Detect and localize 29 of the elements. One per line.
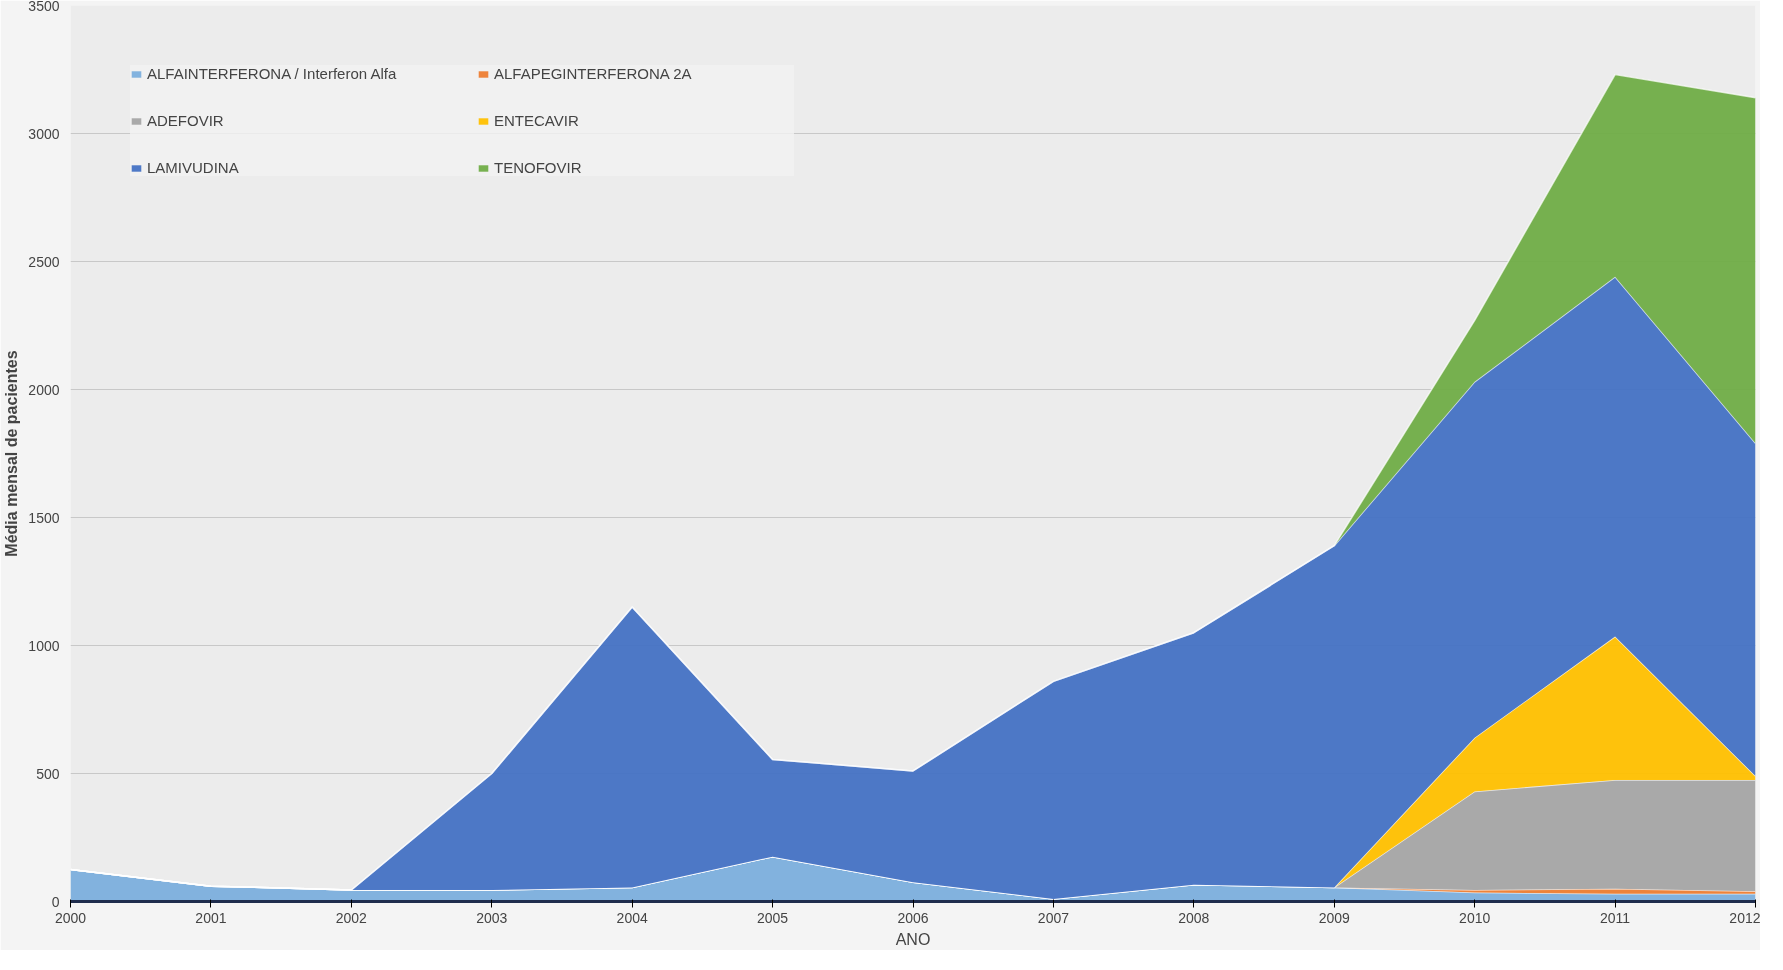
x-tick-label: 2010 (1459, 909, 1491, 926)
y-tick-label: 1000 (28, 637, 60, 654)
legend-label: ALFAINTERFERONA / Interferon Alfa (147, 65, 398, 82)
x-tick-label: 2001 (195, 909, 227, 926)
y-tick-label: 3500 (28, 0, 60, 14)
y-axis-title: Média mensal de pacientes (3, 350, 21, 557)
legend-label: ADEFOVIR (147, 112, 225, 129)
x-tick-label: 2007 (1037, 909, 1070, 926)
x-axis-title: ANO (895, 930, 931, 948)
y-tick-label: 1500 (28, 509, 60, 526)
x-tick-label: 2011 (1600, 909, 1631, 926)
y-tick-label: 500 (36, 765, 60, 782)
x-tick-label: 2012 (1729, 909, 1761, 926)
y-tick-label: 0 (51, 893, 60, 910)
x-tick-label: 2008 (1178, 909, 1210, 926)
x-tick-label: 2003 (476, 909, 508, 926)
x-tick-label: 2006 (897, 909, 929, 926)
y-tick-label: 3000 (28, 125, 60, 142)
legend-label: ENTECAVIR (494, 112, 580, 129)
x-tick-label: 2004 (616, 909, 648, 926)
y-tick-label: 2000 (28, 381, 60, 398)
y-tick-label: 2500 (28, 253, 60, 270)
x-tick-label: 2002 (335, 909, 368, 926)
x-tick-label: 2000 (54, 909, 87, 926)
legend-label: TENOFOVIR (494, 159, 583, 176)
legend-label: ALFAPEGINTERFERONA 2A (494, 65, 693, 82)
x-tick-label: 2005 (757, 909, 789, 926)
legend-label: LAMIVUDINA (147, 159, 240, 176)
x-tick-label: 2009 (1318, 909, 1351, 926)
